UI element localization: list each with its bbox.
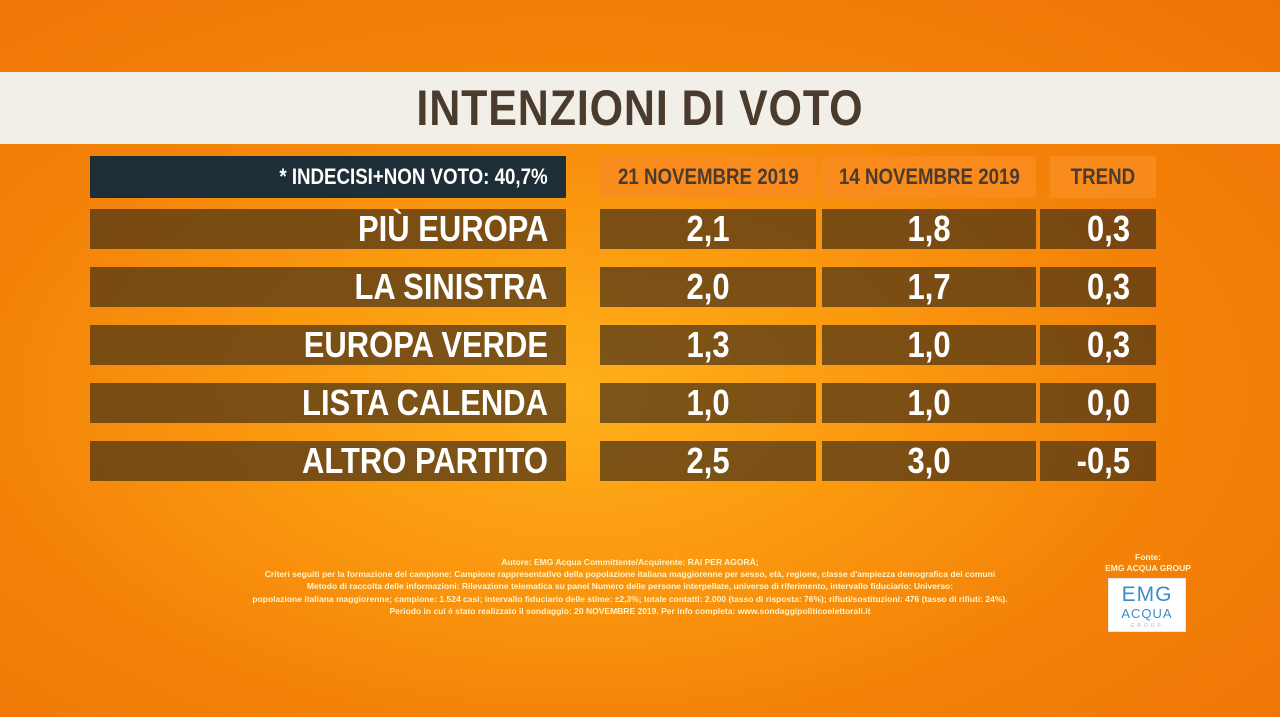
table-row: LISTA CALENDA 1,0 1,0 0,0 xyxy=(0,382,1280,423)
logo-small-text: GROUP xyxy=(1130,623,1164,629)
value-21-nov-cell: 2,5 xyxy=(600,440,816,481)
column-header-label: 14 NOVEMBRE 2019 xyxy=(838,164,1020,189)
trend-value: 0,0 xyxy=(1086,382,1130,423)
party-name: LISTA CALENDA xyxy=(302,382,548,423)
page-title: INTENZIONI DI VOTO xyxy=(416,80,864,136)
title-band: INTENZIONI DI VOTO xyxy=(0,72,1280,144)
trend-value: 0,3 xyxy=(1086,266,1130,307)
trend-cell: 0,0 xyxy=(1040,382,1156,423)
footer-line: Metodo di raccolta delle informazioni: R… xyxy=(306,581,954,592)
trend-value: 0,3 xyxy=(1086,324,1130,365)
value-14-nov: 1,0 xyxy=(907,382,951,423)
trend-cell: 0,3 xyxy=(1040,266,1156,307)
table-row: ALTRO PARTITO 2,5 3,0 -0,5 xyxy=(0,440,1280,481)
trend-cell: 0,3 xyxy=(1040,324,1156,365)
party-cell: LA SINISTRA xyxy=(90,266,566,307)
source-label: Fonte: xyxy=(1135,552,1161,562)
party-cell: ALTRO PARTITO xyxy=(90,440,566,481)
table-row: LA SINISTRA 2,0 1,7 0,3 xyxy=(0,266,1280,307)
value-14-nov: 1,0 xyxy=(907,324,951,365)
undecided-note-text: * INDECISI+NON VOTO: 40,7% xyxy=(279,164,548,189)
table-row: PIÙ EUROPA 2,1 1,8 0,3 xyxy=(0,208,1280,249)
value-14-nov: 1,8 xyxy=(907,208,951,249)
footer-line: Periodo in cui è stato realizzato il son… xyxy=(389,605,871,616)
party-name: ALTRO PARTITO xyxy=(302,440,548,481)
party-name: EUROPA VERDE xyxy=(303,324,548,365)
footer-line: Autore: EMG Acqua Committente/Acquirente… xyxy=(501,557,759,567)
value-21-nov: 1,0 xyxy=(686,382,730,423)
party-cell: PIÙ EUROPA xyxy=(90,208,566,249)
value-21-nov-cell: 1,0 xyxy=(600,382,816,423)
undecided-note: * INDECISI+NON VOTO: 40,7% xyxy=(90,156,566,198)
table-row: EUROPA VERDE 1,3 1,0 0,3 xyxy=(0,324,1280,365)
footer-line: Criteri seguiti per la formazione del ca… xyxy=(264,569,996,580)
value-21-nov: 1,3 xyxy=(686,324,730,365)
column-header-label: 21 NOVEMBRE 2019 xyxy=(617,164,799,189)
logo-top-text: EMG xyxy=(1121,583,1173,606)
party-name: LA SINISTRA xyxy=(354,266,548,307)
column-header-trend: TREND xyxy=(1050,156,1156,198)
footer-line: popolazione italiana maggiorenne; campio… xyxy=(252,593,1008,604)
methodology-footer: Autore: EMG Acqua Committente/Acquirente… xyxy=(180,556,1080,617)
value-14-nov-cell: 1,8 xyxy=(822,208,1036,249)
party-cell: EUROPA VERDE xyxy=(90,324,566,365)
value-14-nov-cell: 1,7 xyxy=(822,266,1036,307)
party-name: PIÙ EUROPA xyxy=(357,208,548,249)
column-header-14-nov: 14 NOVEMBRE 2019 xyxy=(822,156,1036,198)
value-21-nov: 2,5 xyxy=(686,440,730,481)
trend-cell: -0,5 xyxy=(1040,440,1156,481)
value-21-nov-cell: 2,0 xyxy=(600,266,816,307)
trend-value: 0,3 xyxy=(1086,208,1130,249)
value-14-nov: 1,7 xyxy=(907,266,951,307)
party-cell: LISTA CALENDA xyxy=(90,382,566,423)
column-header-21-nov: 21 NOVEMBRE 2019 xyxy=(600,156,816,198)
value-14-nov: 3,0 xyxy=(907,440,951,481)
value-14-nov-cell: 1,0 xyxy=(822,324,1036,365)
value-14-nov-cell: 3,0 xyxy=(822,440,1036,481)
value-21-nov: 2,1 xyxy=(686,208,730,249)
emg-acqua-logo: EMG ACQUA GROUP xyxy=(1108,578,1186,632)
value-21-nov: 2,0 xyxy=(686,266,730,307)
source-name: EMG ACQUA GROUP xyxy=(1105,563,1191,573)
source-caption: Fonte: EMG ACQUA GROUP xyxy=(1100,552,1196,574)
column-header-label: TREND xyxy=(1070,164,1136,189)
value-14-nov-cell: 1,0 xyxy=(822,382,1036,423)
logo-bottom-text: ACQUA xyxy=(1121,606,1173,621)
trend-value: -0,5 xyxy=(1076,440,1130,481)
trend-cell: 0,3 xyxy=(1040,208,1156,249)
value-21-nov-cell: 2,1 xyxy=(600,208,816,249)
value-21-nov-cell: 1,3 xyxy=(600,324,816,365)
